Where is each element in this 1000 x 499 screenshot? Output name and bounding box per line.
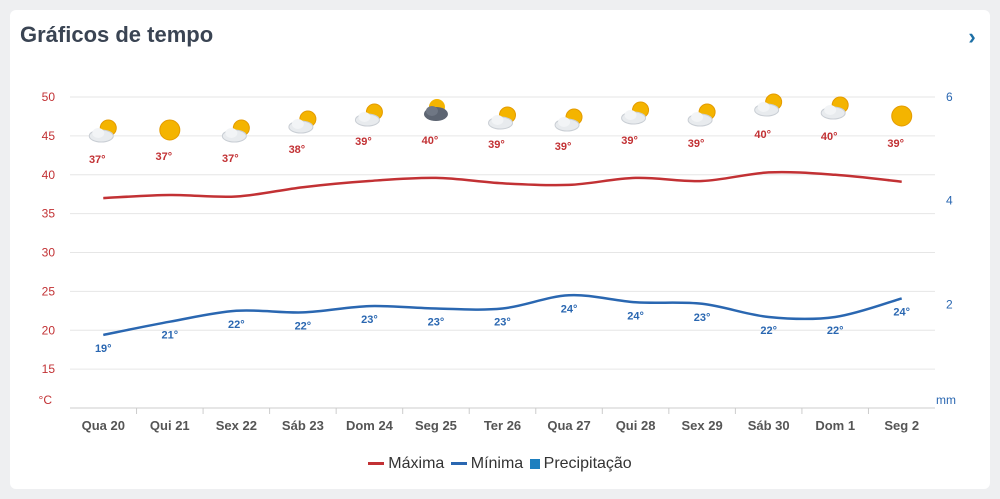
legend-item-max[interactable]: Máxima [368, 455, 444, 473]
min-data-label: 24° [627, 310, 644, 322]
legend-item-precip[interactable]: Precipitação [529, 455, 632, 473]
min-data-label: 23° [694, 312, 711, 324]
min-data-label: 24° [893, 306, 910, 318]
x-tick-label: Qui 28 [616, 418, 656, 433]
y-axis-unit-left: °C [39, 393, 53, 407]
max-data-label: 39° [355, 136, 372, 148]
weather-chart-card [10, 10, 990, 489]
y-tick-label-left: 30 [42, 246, 56, 260]
legend-max-label: Máxima [388, 455, 445, 472]
max-data-label: 40° [821, 131, 838, 143]
sun-icon [891, 105, 913, 127]
chevron-right-icon[interactable]: › [968, 24, 976, 49]
partly-cloudy-icon [491, 115, 504, 125]
y-tick-label-left: 15 [42, 362, 56, 376]
y-tick-label-right: 2 [946, 297, 953, 311]
x-tick-label: Dom 24 [346, 418, 394, 433]
chart-legend: Máxima Mínima Precipitação [0, 455, 1000, 473]
partly-cloudy-icon [225, 128, 238, 138]
min-data-label: 23° [361, 314, 378, 326]
partly-cloudy-icon [291, 119, 304, 129]
x-tick-label: Qua 27 [547, 418, 590, 433]
partly-cloudy-icon [624, 110, 637, 120]
max-data-label: 39° [555, 141, 572, 153]
partly-cloudy-icon [92, 128, 105, 138]
min-data-label: 21° [161, 330, 178, 342]
legend-max-swatch [368, 462, 385, 466]
x-tick-label: Sex 29 [682, 418, 723, 433]
y-tick-label-left: 45 [42, 129, 56, 143]
min-data-label: 22° [760, 325, 777, 337]
min-data-label: 23° [494, 316, 511, 328]
max-data-label: 39° [621, 135, 638, 147]
max-data-label: 40° [754, 129, 771, 141]
max-data-label: 37° [155, 151, 172, 163]
max-temperature-line [103, 170, 902, 200]
y-tick-label-left: 25 [42, 284, 56, 298]
y-axis-unit-right: mm [936, 393, 956, 407]
max-data-label: 39° [688, 138, 705, 150]
min-data-label: 19° [95, 343, 112, 355]
min-data-label: 22° [228, 319, 245, 331]
y-tick-label-left: 20 [42, 323, 56, 337]
max-data-label: 40° [422, 135, 439, 147]
partly-cloudy-icon [757, 102, 770, 112]
x-tick-label: Qua 20 [82, 418, 125, 433]
x-tick-label: Seg 2 [884, 418, 919, 433]
partly-cloudy-icon [358, 112, 371, 122]
legend-min-label: Mínima [470, 455, 524, 472]
max-data-label: 37° [222, 153, 239, 165]
y-tick-label-left: 40 [42, 168, 56, 182]
x-tick-label: Sáb 30 [748, 418, 790, 433]
x-tick-label: Sex 22 [216, 418, 257, 433]
legend-item-min[interactable]: Mínima [450, 455, 524, 473]
storm-cloud-icon [425, 106, 438, 116]
max-data-label: 38° [289, 144, 306, 156]
min-data-label: 23° [428, 316, 445, 328]
y-tick-label-right: 6 [946, 90, 953, 104]
legend-precip-label: Precipitação [543, 455, 632, 472]
legend-precip-swatch [529, 458, 540, 469]
min-temperature-line [103, 293, 903, 337]
page-title: Gráficos de tempo [20, 22, 214, 47]
max-data-label: 39° [488, 139, 505, 151]
y-tick-label-right: 4 [946, 194, 953, 208]
partly-cloudy-icon [558, 117, 571, 127]
max-data-label: 39° [887, 138, 904, 150]
x-tick-label: Dom 1 [815, 418, 855, 433]
y-tick-label-left: 35 [42, 207, 56, 221]
partly-cloudy-icon [824, 105, 837, 115]
min-data-label: 22° [295, 320, 312, 332]
max-data-label: 37° [89, 154, 106, 166]
min-data-label: 24° [561, 303, 578, 315]
partly-cloudy-icon [691, 112, 704, 122]
x-tick-label: Seg 25 [415, 418, 457, 433]
x-tick-label: Ter 26 [484, 418, 521, 433]
min-data-label: 22° [827, 325, 844, 337]
y-tick-label-left: 50 [42, 90, 56, 104]
x-tick-label: Sáb 23 [282, 418, 324, 433]
sun-icon [159, 119, 181, 141]
legend-min-swatch [450, 462, 467, 466]
x-tick-label: Qui 21 [150, 418, 190, 433]
